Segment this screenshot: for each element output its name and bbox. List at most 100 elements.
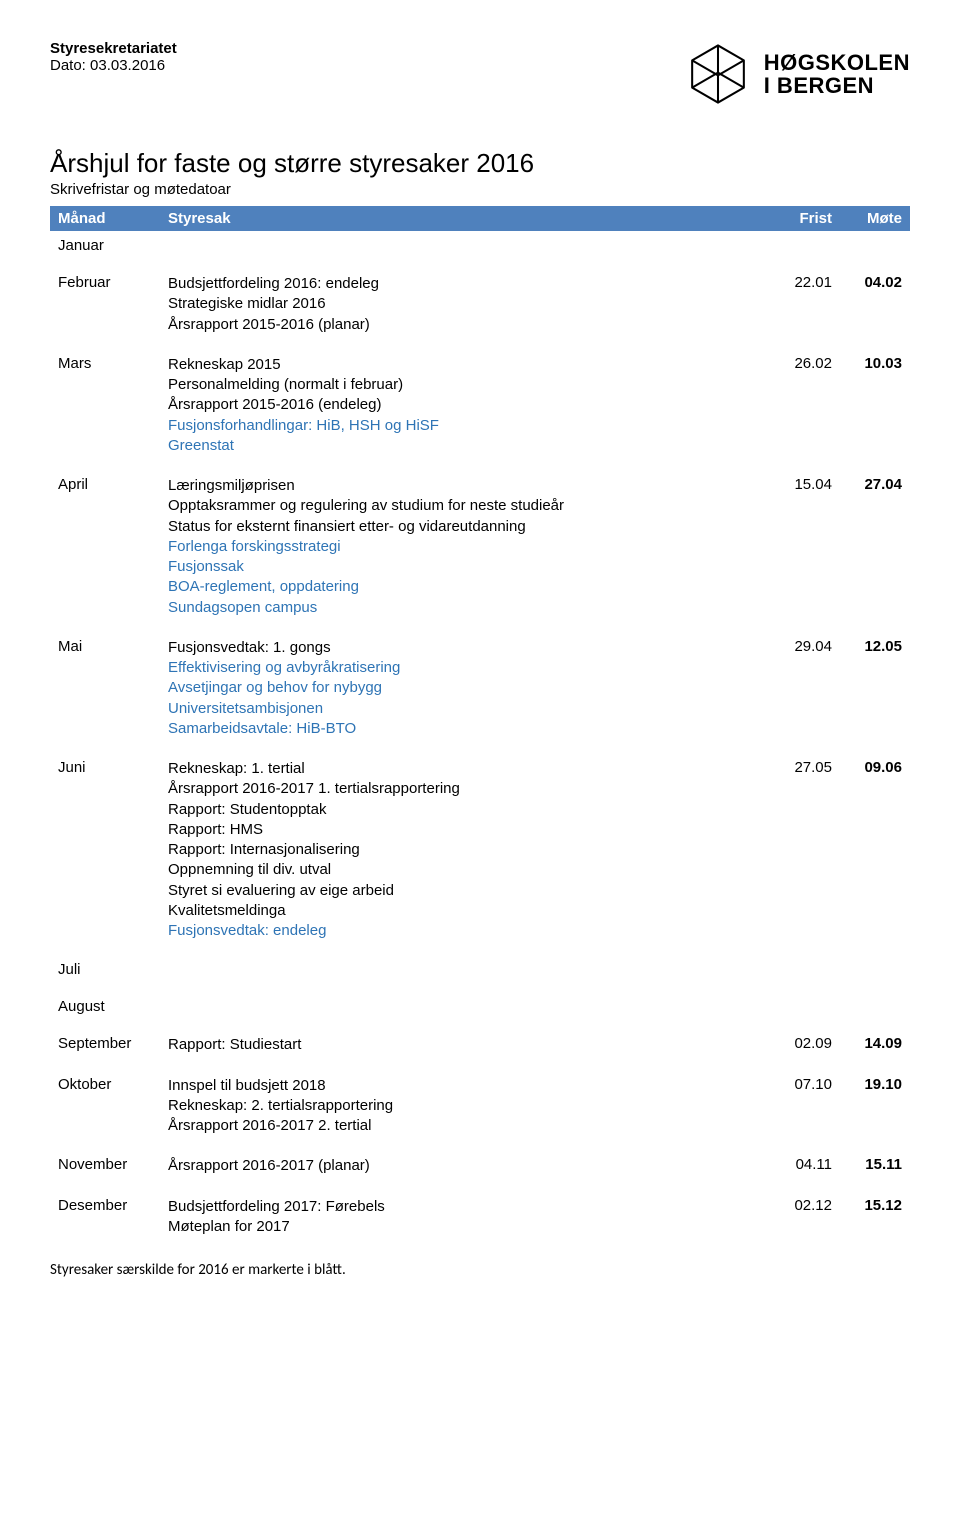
month-label: Februar — [58, 274, 168, 291]
mote-value: 10.03 — [832, 355, 902, 372]
table-row: AprilLæringsmiljøprisenOpptaksrammer og … — [50, 470, 910, 632]
col-header-desc: Styresak — [168, 210, 762, 227]
month-label: November — [58, 1156, 168, 1173]
header-left: Styresekretariatet Dato: 03.03.2016 — [50, 40, 177, 74]
desc-line: Effektivisering og avbyråkratisering — [168, 658, 762, 678]
frist-value: 02.09 — [762, 1035, 832, 1052]
desc-block: Rapport: Studiestart — [168, 1035, 762, 1055]
table-row: FebruarBudsjettfordeling 2016: endelegSt… — [50, 268, 910, 349]
table-row: JuniRekneskap: 1. tertialÅrsrapport 2016… — [50, 753, 910, 955]
document-header: Styresekretariatet Dato: 03.03.2016 HØGS… — [50, 40, 910, 108]
table-header-row: Månad Styresak Frist Møte — [50, 206, 910, 231]
desc-line: Greenstat — [168, 436, 762, 456]
table-row: SeptemberRapport: Studiestart02.0914.09 — [50, 1029, 910, 1069]
desc-line: Budsjettfordeling 2017: Førebels — [168, 1197, 762, 1217]
logo-line2: I BERGEN — [764, 74, 910, 97]
logo-text: HØGSKOLEN I BERGEN — [764, 51, 910, 97]
month-label: Juli — [58, 961, 168, 978]
month-label: Desember — [58, 1197, 168, 1214]
footer-note: Styresaker særskilde for 2016 er markert… — [50, 1261, 910, 1279]
desc-line: Innspel til budsjett 2018 — [168, 1076, 762, 1096]
desc-line: Rekneskap: 2. tertialsrapportering — [168, 1096, 762, 1116]
mote-value: 15.12 — [832, 1197, 902, 1214]
col-header-mote: Møte — [832, 210, 902, 227]
logo-block: HØGSKOLEN I BERGEN — [684, 40, 910, 108]
mote-value: 09.06 — [832, 759, 902, 776]
month-label: Mai — [58, 638, 168, 655]
desc-line: Sundagsopen campus — [168, 598, 762, 618]
table-row: MarsRekneskap 2015Personalmelding (norma… — [50, 349, 910, 470]
desc-line: Universitetsambisjonen — [168, 699, 762, 719]
desc-line: Årsrapport 2015-2016 (endeleg) — [168, 395, 762, 415]
desc-block: LæringsmiljøprisenOpptaksrammer og regul… — [168, 476, 762, 618]
desc-line: Møteplan for 2017 — [168, 1217, 762, 1237]
month-label: August — [58, 998, 168, 1015]
desc-line: Rapport: Studiestart — [168, 1035, 762, 1055]
frist-value: 02.12 — [762, 1197, 832, 1214]
table-row: NovemberÅrsrapport 2016-2017 (planar)04.… — [50, 1150, 910, 1190]
desc-line: Årsrapport 2016-2017 2. tertial — [168, 1116, 762, 1136]
desc-block: Årsrapport 2016-2017 (planar) — [168, 1156, 762, 1176]
frist-value: 29.04 — [762, 638, 832, 655]
frist-value: 22.01 — [762, 274, 832, 291]
desc-line: Rekneskap 2015 — [168, 355, 762, 375]
table-row: August — [50, 992, 910, 1029]
mote-value: 15.11 — [832, 1156, 902, 1173]
mote-value: 14.09 — [832, 1035, 902, 1052]
table-row: Januar — [50, 231, 910, 268]
desc-line: Strategiske midlar 2016 — [168, 294, 762, 314]
col-header-month: Månad — [58, 210, 168, 227]
desc-line: Fusjonsvedtak: 1. gongs — [168, 638, 762, 658]
desc-block: Rekneskap: 1. tertialÅrsrapport 2016-201… — [168, 759, 762, 941]
org-name: Styresekretariatet — [50, 40, 177, 57]
month-label: Juni — [58, 759, 168, 776]
month-label: Oktober — [58, 1076, 168, 1093]
desc-line: Årsrapport 2015-2016 (planar) — [168, 315, 762, 335]
desc-line: Rekneskap: 1. tertial — [168, 759, 762, 779]
desc-line: BOA-reglement, oppdatering — [168, 577, 762, 597]
desc-line: Styret si evaluering av eige arbeid — [168, 881, 762, 901]
desc-block: Innspel til budsjett 2018Rekneskap: 2. t… — [168, 1076, 762, 1137]
table-row: OktoberInnspel til budsjett 2018Rekneska… — [50, 1070, 910, 1151]
desc-line: Årsrapport 2016-2017 (planar) — [168, 1156, 762, 1176]
desc-line: Kvalitetsmeldinga — [168, 901, 762, 921]
desc-line: Årsrapport 2016-2017 1. tertialsrapporte… — [168, 779, 762, 799]
month-label: September — [58, 1035, 168, 1052]
table-body: Januar FebruarBudsjettfordeling 2016: end… — [50, 231, 910, 1251]
cube-logo-icon — [684, 40, 752, 108]
desc-block: Budsjettfordeling 2016: endelegStrategis… — [168, 274, 762, 335]
frist-value: 26.02 — [762, 355, 832, 372]
mote-value: 04.02 — [832, 274, 902, 291]
mote-value: 27.04 — [832, 476, 902, 493]
month-label: Januar — [58, 237, 168, 254]
desc-line: Rapport: Internasjonalisering — [168, 840, 762, 860]
mote-value: 19.10 — [832, 1076, 902, 1093]
table-row: MaiFusjonsvedtak: 1. gongsEffektiviserin… — [50, 632, 910, 753]
table-row: DesemberBudsjettfordeling 2017: Førebels… — [50, 1191, 910, 1252]
frist-value: 07.10 — [762, 1076, 832, 1093]
desc-block: Rekneskap 2015Personalmelding (normalt i… — [168, 355, 762, 456]
document-date: Dato: 03.03.2016 — [50, 57, 177, 74]
mote-value: 12.05 — [832, 638, 902, 655]
desc-line: Forlenga forskingsstrategi — [168, 537, 762, 557]
desc-line: Opptaksrammer og regulering av studium f… — [168, 496, 762, 516]
frist-value: 04.11 — [762, 1156, 832, 1173]
desc-line: Fusjonsforhandlingar: HiB, HSH og HiSF — [168, 416, 762, 436]
desc-line: Budsjettfordeling 2016: endeleg — [168, 274, 762, 294]
month-label: April — [58, 476, 168, 493]
month-label: Mars — [58, 355, 168, 372]
desc-block: Fusjonsvedtak: 1. gongsEffektivisering o… — [168, 638, 762, 739]
logo-line1: HØGSKOLEN — [764, 51, 910, 74]
table-row: Juli — [50, 955, 910, 992]
desc-line: Rapport: Studentopptak — [168, 800, 762, 820]
desc-line: Avsetjingar og behov for nybygg — [168, 678, 762, 698]
page-subtitle: Skrivefristar og møtedatoar — [50, 181, 910, 198]
desc-line: Fusjonssak — [168, 557, 762, 577]
page-title: Årshjul for faste og større styresaker 2… — [50, 148, 910, 179]
desc-line: Personalmelding (normalt i februar) — [168, 375, 762, 395]
desc-block: Budsjettfordeling 2017: FørebelsMøteplan… — [168, 1197, 762, 1238]
desc-line: Oppnemning til div. utval — [168, 860, 762, 880]
desc-line: Læringsmiljøprisen — [168, 476, 762, 496]
desc-line: Fusjonsvedtak: endeleg — [168, 921, 762, 941]
frist-value: 27.05 — [762, 759, 832, 776]
